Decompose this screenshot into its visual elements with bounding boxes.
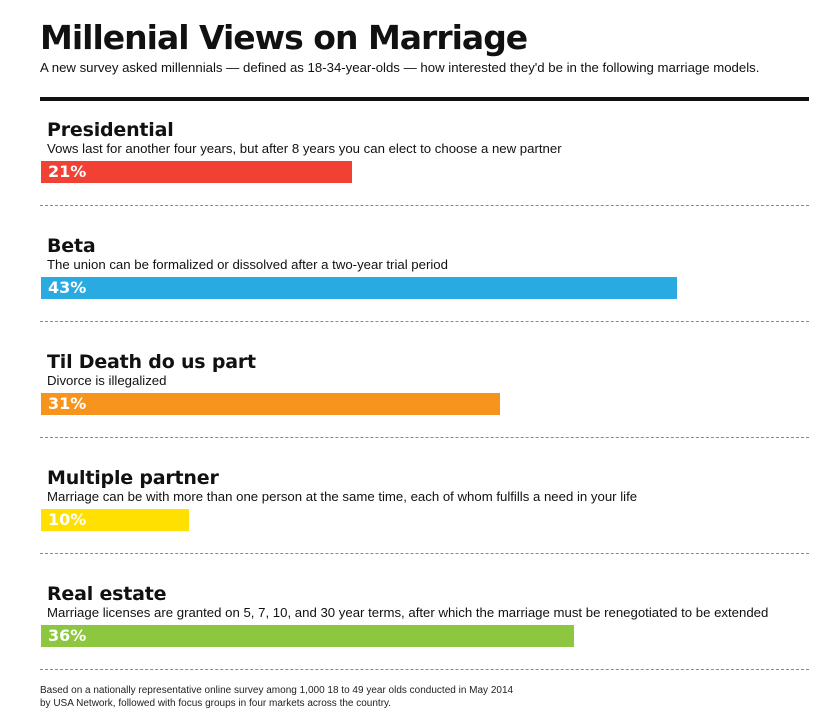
chart-item: Real estate Marriage licenses are granted…	[40, 583, 809, 699]
chart-item: Presidential Vows last for another four y…	[40, 119, 809, 235]
dashed-divider	[40, 437, 809, 438]
bar-value-label: 10%	[48, 510, 87, 529]
chart-item: Beta The union can be formalized or disso…	[40, 235, 809, 351]
chart-title: Millenial Views on Marriage	[40, 18, 528, 57]
category-label: Real estate	[47, 583, 167, 605]
category-label: Multiple partner	[47, 467, 219, 489]
bar: 36%	[41, 625, 574, 647]
footnote-line-1: Based on a nationally representative onl…	[40, 685, 514, 696]
category-label: Beta	[47, 235, 96, 257]
category-label: Til Death do us part	[47, 351, 256, 373]
header-rule	[40, 97, 809, 101]
dashed-divider	[40, 321, 809, 322]
bar: 10%	[41, 509, 189, 531]
bar: 31%	[41, 393, 500, 415]
category-description: Vows last for another four years, but af…	[47, 141, 562, 156]
category-label: Presidential	[47, 119, 174, 141]
bar-value-label: 36%	[48, 626, 87, 645]
bar-value-label: 43%	[48, 278, 87, 297]
category-description: The union can be formalized or dissolved…	[47, 257, 448, 272]
chart-subtitle: A new survey asked millennials — defined…	[40, 60, 760, 75]
bar-value-label: 31%	[48, 394, 87, 413]
bar: 43%	[41, 277, 677, 299]
dashed-divider	[40, 553, 809, 554]
category-description: Marriage can be with more than one perso…	[47, 489, 638, 504]
dashed-divider	[40, 205, 809, 206]
dashed-divider	[40, 669, 809, 670]
bar: 21%	[41, 161, 352, 183]
footnote: Based on a nationally representative onl…	[40, 684, 513, 710]
category-description: Marriage licenses are granted on 5, 7, 1…	[47, 605, 769, 620]
footnote-line-2: by USA Network, followed with focus grou…	[40, 698, 392, 709]
chart-item: Multiple partner Marriage can be with mor…	[40, 467, 809, 583]
category-description: Divorce is illegalized	[47, 373, 167, 388]
bar-value-label: 21%	[48, 162, 87, 181]
chart-item: Til Death do us part Divorce is illegaliz…	[40, 351, 809, 467]
